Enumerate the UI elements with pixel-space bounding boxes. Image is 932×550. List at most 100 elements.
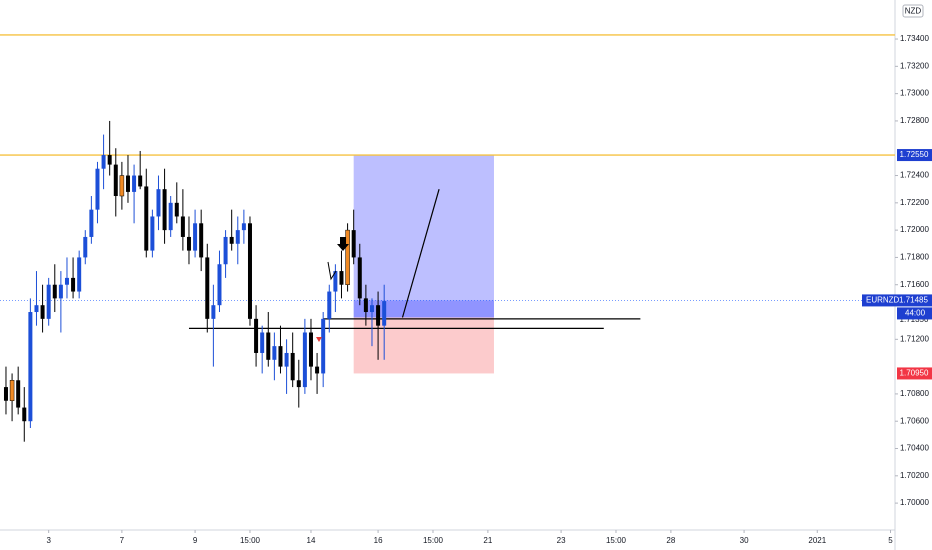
stop-label-box xyxy=(897,367,932,380)
candle-body xyxy=(138,175,143,187)
candle-body xyxy=(95,168,100,210)
candle-body xyxy=(64,277,69,285)
candle-body xyxy=(58,284,63,299)
candle-body xyxy=(278,346,283,367)
candle-body xyxy=(89,209,94,237)
candle-body xyxy=(180,216,185,237)
candle-body xyxy=(156,189,161,217)
y-tick-label: 1.73200 xyxy=(900,61,929,70)
candle-body xyxy=(16,380,21,408)
candle-body xyxy=(333,271,338,292)
y-tick-label: 1.72400 xyxy=(900,171,929,180)
countdown: 44:00 xyxy=(905,309,926,318)
candle-body xyxy=(22,407,27,422)
candle-body xyxy=(217,264,222,306)
y-tick-label: 1.71600 xyxy=(900,280,929,289)
y-tick-label: 1.70200 xyxy=(900,471,929,480)
candle-body xyxy=(132,175,137,192)
y-tick-label: 1.70800 xyxy=(900,389,929,398)
candle-body xyxy=(3,387,8,401)
x-tick-label: 30 xyxy=(740,536,749,545)
last-price-label: 1.71485 xyxy=(899,296,928,305)
x-tick-label: 23 xyxy=(557,536,566,545)
y-tick-label: 1.72800 xyxy=(900,116,929,125)
currency-box xyxy=(902,4,924,18)
x-tick-label: 14 xyxy=(307,536,316,545)
candle-body xyxy=(40,305,45,319)
target-zone xyxy=(353,155,494,318)
candle-body xyxy=(162,189,167,231)
candle-body xyxy=(247,223,252,319)
x-tick-label: 15:00 xyxy=(423,536,444,545)
x-tick-label: 3 xyxy=(46,536,51,545)
candle-body xyxy=(46,284,51,319)
candle-body xyxy=(339,271,344,285)
candle-body xyxy=(71,277,76,292)
candle-body xyxy=(266,332,271,360)
y-tick-label: 1.71800 xyxy=(900,253,929,262)
candle-body xyxy=(113,164,118,197)
candle-body xyxy=(125,175,130,192)
x-tick-label: 2021 xyxy=(808,536,826,545)
candle-body xyxy=(119,175,125,197)
candle-body xyxy=(211,305,216,319)
candle-body xyxy=(357,257,362,299)
candle-body xyxy=(351,230,356,258)
y-tick-label: 1.71200 xyxy=(900,334,929,343)
x-tick-label: 15:00 xyxy=(240,536,261,545)
candle-body xyxy=(315,366,320,374)
y-tick-label: 1.70600 xyxy=(900,416,929,425)
down-arrow-outline xyxy=(327,261,337,281)
x-tick-label: 7 xyxy=(120,536,125,545)
candle-body xyxy=(107,155,112,165)
x-tick-label: 21 xyxy=(483,536,492,545)
candle-body xyxy=(363,298,368,313)
candle-body xyxy=(308,332,313,367)
candle-body xyxy=(34,305,39,313)
candle-body xyxy=(254,318,259,353)
candle-body xyxy=(28,312,33,422)
candle-body xyxy=(150,216,155,251)
x-tick-label: 15:00 xyxy=(606,536,627,545)
candle-body xyxy=(186,236,191,251)
candle-body xyxy=(77,257,82,292)
candle-body xyxy=(168,202,173,231)
candle-body xyxy=(376,305,381,326)
candle-body xyxy=(321,318,326,374)
candle-body xyxy=(174,202,179,217)
candle-body xyxy=(205,257,210,319)
level-label: 1.72550 xyxy=(900,150,929,159)
candle-body xyxy=(369,305,374,313)
y-tick-label: 1.72200 xyxy=(900,198,929,207)
candle-body xyxy=(229,236,234,244)
countdown-box xyxy=(897,307,932,320)
candle-body xyxy=(223,236,228,265)
stop-zone xyxy=(353,317,494,374)
y-tick-label: 1.73400 xyxy=(900,34,929,43)
x-tick-label: 9 xyxy=(193,536,198,545)
y-tick-label: 1.70000 xyxy=(900,498,929,507)
candle-body xyxy=(101,155,106,169)
candle-body xyxy=(199,223,204,258)
sell-marker xyxy=(316,337,322,342)
stop-label: 1.70950 xyxy=(900,369,929,378)
symbol: EURNZD xyxy=(866,296,900,305)
candle-body xyxy=(9,380,15,401)
symbol-box xyxy=(862,294,932,307)
y-tick-label: 1.70400 xyxy=(900,444,929,453)
currency: NZD xyxy=(905,7,922,16)
candle-body xyxy=(327,291,332,319)
candle-body xyxy=(302,332,307,388)
y-tick-label: 1.73000 xyxy=(900,89,929,98)
candle-body xyxy=(241,223,246,231)
open-pnl-zone xyxy=(353,300,494,318)
x-tick-label: 16 xyxy=(374,536,383,545)
drawn-line xyxy=(401,189,440,318)
level-label-box xyxy=(897,149,932,162)
candle-body xyxy=(83,236,88,258)
candle-body xyxy=(144,186,149,251)
candle-body xyxy=(290,352,295,381)
